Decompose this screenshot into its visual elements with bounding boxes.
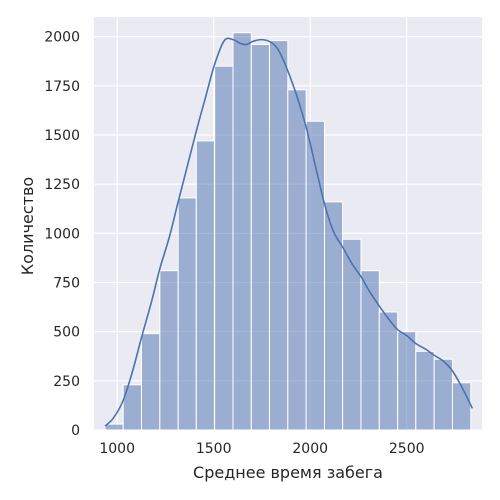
histogram-bars <box>104 32 472 431</box>
x-tick-label: 2500 <box>389 441 425 457</box>
x-axis-label: Среднее время забега <box>193 463 383 482</box>
x-tick-label: 1000 <box>99 441 135 457</box>
histogram-bar <box>342 238 362 431</box>
histogram-bar <box>268 40 289 431</box>
histogram-bar <box>360 270 380 431</box>
x-tick-labels: 1000 1500 2000 2500 <box>99 441 424 457</box>
histogram-bar <box>214 65 234 431</box>
histogram-bar <box>323 201 344 431</box>
histogram-bar <box>232 32 252 431</box>
histogram-bar <box>433 358 453 431</box>
histogram-bar <box>159 270 179 431</box>
histogram-bar <box>250 44 270 431</box>
y-tick-label: 0 <box>71 423 80 439</box>
y-tick-label: 250 <box>53 374 80 390</box>
histogram-bar <box>397 331 417 431</box>
y-tick-label: 750 <box>53 276 80 292</box>
y-tick-label: 2000 <box>44 30 80 46</box>
histogram-bar <box>140 333 161 431</box>
kde-line <box>104 37 474 427</box>
y-tick-label: 500 <box>53 325 80 341</box>
histogram-bar <box>451 382 472 431</box>
y-tick-label: 1000 <box>44 226 80 242</box>
y-tick-labels: 0 250 500 750 1000 1250 1500 1750 2000 <box>44 30 80 439</box>
y-tick-label: 1250 <box>44 177 80 193</box>
x-tick-label: 2000 <box>292 441 328 457</box>
y-tick-label: 1750 <box>44 79 80 95</box>
y-axis-label: Количество <box>18 177 37 275</box>
histogram-bar <box>195 140 216 431</box>
histogram-bar <box>415 350 435 431</box>
histogram-bar <box>378 311 399 431</box>
y-tick-label: 1500 <box>44 128 80 144</box>
x-tick-label: 1500 <box>196 441 232 457</box>
histogram-bar <box>177 197 197 431</box>
histogram-bar <box>287 89 307 431</box>
histogram-bar <box>104 423 124 431</box>
